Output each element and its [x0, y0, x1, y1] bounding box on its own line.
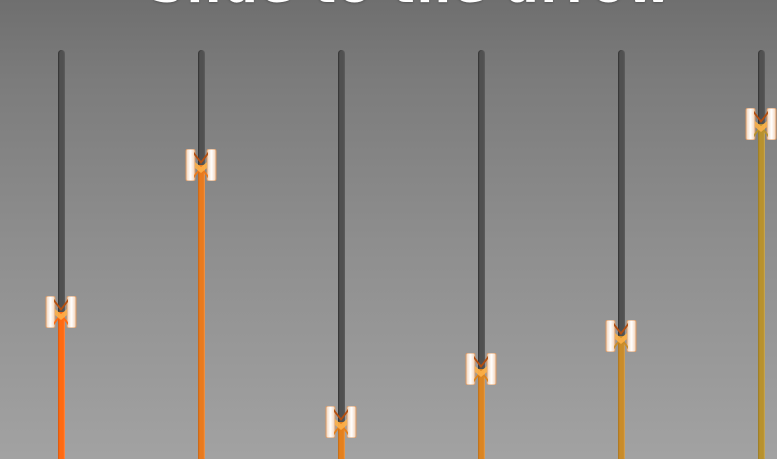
slider-2[interactable] — [195, 50, 207, 459]
slider-track[interactable] — [338, 50, 345, 459]
double-chevron-handle-icon — [45, 296, 77, 328]
double-chevron-handle-icon — [185, 149, 217, 181]
double-chevron-handle-icon — [605, 320, 637, 352]
double-chevron-handle-icon — [745, 108, 777, 140]
slider-3[interactable] — [335, 50, 347, 459]
slider-6[interactable] — [755, 50, 767, 459]
slider-handle[interactable] — [325, 406, 357, 438]
slider-fill — [758, 124, 765, 459]
slider-handle[interactable] — [605, 320, 637, 352]
slider-handle[interactable] — [745, 108, 777, 140]
slider-handle[interactable] — [465, 353, 497, 385]
slider-handle[interactable] — [185, 149, 217, 181]
double-chevron-handle-icon — [465, 353, 497, 385]
slider-fill — [618, 336, 625, 459]
double-chevron-handle-icon — [325, 406, 357, 438]
slider-4[interactable] — [475, 50, 487, 459]
page-title: Slide to the arrow — [150, 0, 673, 14]
slider-fill — [58, 312, 65, 459]
slider-fill — [198, 165, 205, 459]
slider-handle[interactable] — [45, 296, 77, 328]
slider-5[interactable] — [615, 50, 627, 459]
slider-1[interactable] — [55, 50, 67, 459]
